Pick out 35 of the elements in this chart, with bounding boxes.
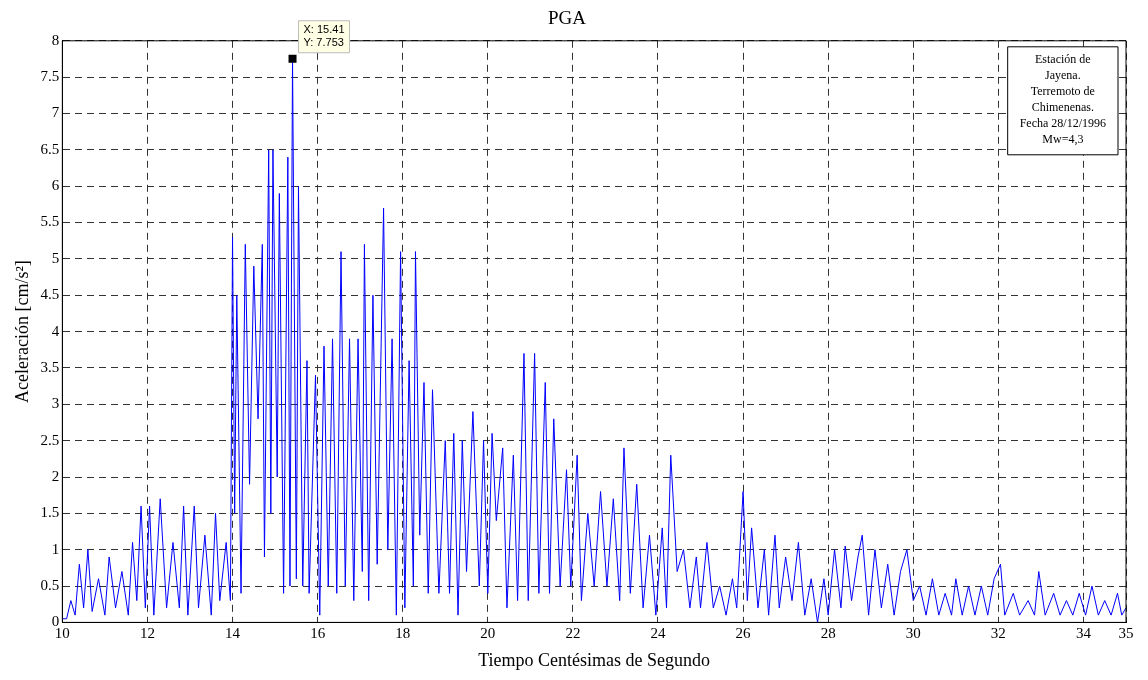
x-tick-label: 18 bbox=[395, 625, 411, 642]
y-tick-label: 7.5 bbox=[40, 68, 60, 85]
y-tick-label: 6.5 bbox=[40, 140, 60, 157]
y-tick-label: 4.5 bbox=[40, 286, 60, 303]
x-tick-label: 30 bbox=[905, 625, 921, 642]
y-axis-title: Aceleración [cm/s²] bbox=[11, 260, 32, 404]
annotation: Estación de Jayena. Terremoto de Chimenenas. Fecha 28/12/1996 Mw=4,3 bbox=[1019, 51, 1106, 146]
x-tick-label: 32 bbox=[990, 625, 1006, 642]
y-tick-label: 4 bbox=[51, 322, 60, 339]
x-tick-label: 26 bbox=[735, 625, 752, 642]
x-tick-label: 16 bbox=[310, 625, 326, 642]
x-tick-label: 34 bbox=[1075, 625, 1092, 642]
y-tick-label: 5.5 bbox=[40, 213, 60, 230]
x-tick-label: 20 bbox=[480, 625, 496, 642]
y-tick-label: 2 bbox=[51, 467, 60, 484]
x-tick-label: 28 bbox=[820, 625, 836, 642]
y-tick-label: 6 bbox=[51, 177, 60, 194]
x-tick-label: 10 bbox=[54, 625, 70, 642]
y-tick-label: 1 bbox=[51, 540, 60, 557]
x-tick-label: 14 bbox=[225, 625, 241, 642]
x-tick-label: 12 bbox=[139, 625, 155, 642]
y-tick-label: 2.5 bbox=[40, 431, 60, 448]
y-tick-label: 3.5 bbox=[40, 358, 60, 375]
y-tick-label: 1.5 bbox=[40, 504, 60, 521]
x-tick-label: 24 bbox=[650, 625, 666, 642]
y-tick-label: 0.5 bbox=[40, 576, 60, 593]
y-tick-label: 8 bbox=[51, 31, 60, 48]
x-tick-label: 35 bbox=[1118, 625, 1134, 642]
chart-title: PGA bbox=[547, 7, 587, 29]
y-tick-label: 3 bbox=[51, 395, 60, 412]
x-axis-title: Tiempo Centésimas de Segundo bbox=[478, 649, 711, 670]
y-tick-label: 7 bbox=[51, 104, 60, 121]
y-tick-label: 5 bbox=[51, 249, 60, 266]
x-tick-label: 22 bbox=[565, 625, 581, 642]
annotation: X: 15.41 Y: 7.753 bbox=[303, 23, 345, 49]
